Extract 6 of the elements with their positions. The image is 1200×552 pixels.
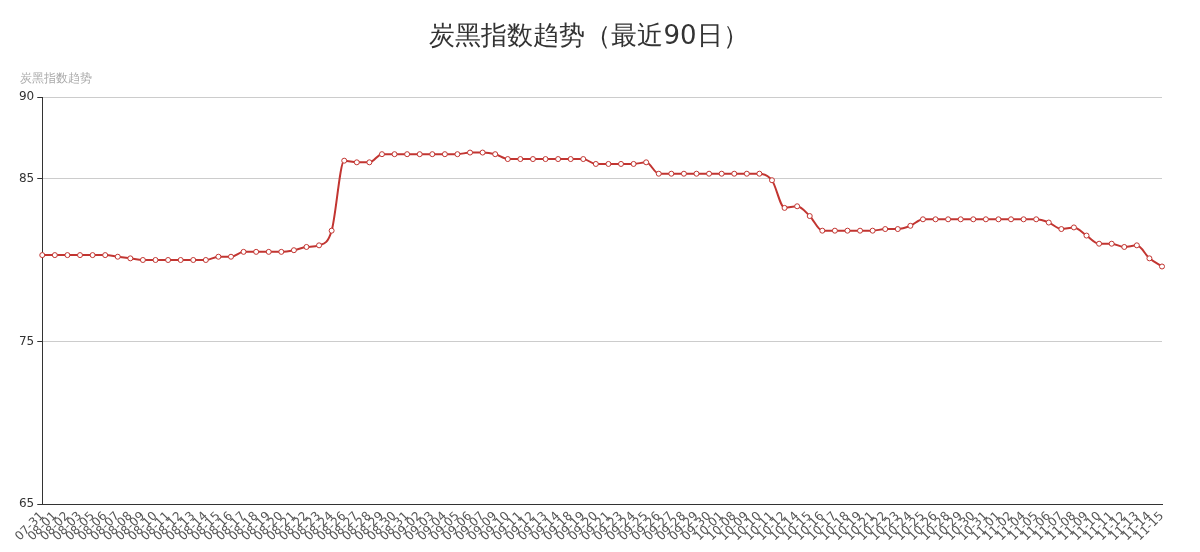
y-tick-label: 90 <box>18 89 35 104</box>
y-tick-label: 85 <box>18 170 35 185</box>
y-tick-label: 75 <box>18 333 35 348</box>
y-axis-title: 炭黑指数趋势 <box>20 71 93 86</box>
y-tick-label: 65 <box>18 496 35 511</box>
chart-title: 炭黑指数趋势（最近90日） <box>429 20 749 51</box>
